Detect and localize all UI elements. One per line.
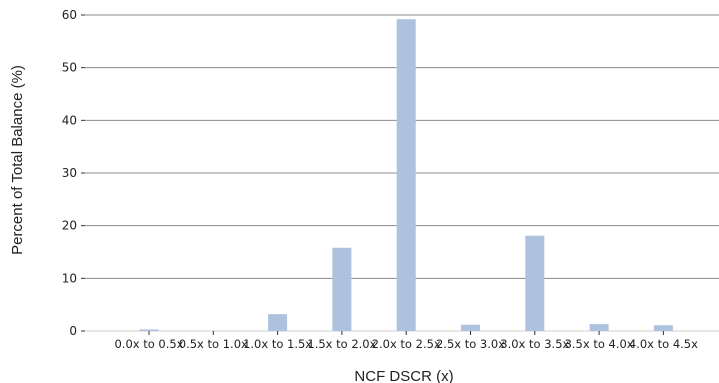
bar [332,247,352,331]
bar [396,19,416,332]
y-tick-label: 20 [62,219,77,233]
y-tick-label: 30 [62,166,77,180]
x-tick-label: 0.5x to 1.0x [179,337,248,351]
x-axis-label: NCF DSCR (x) [354,368,453,383]
bars [139,19,673,332]
y-axis-label: Percent of Total Balance (%) [9,65,26,255]
bar [589,324,609,331]
x-tick-label: 3.5x to 4.0x [565,337,634,351]
x-tick-label: 2.5x to 3.0x [436,337,505,351]
y-tick-label: 40 [62,113,77,127]
bar [525,235,545,331]
bar [139,329,159,331]
y-tick-label: 60 [62,8,77,22]
bar [653,325,673,331]
bar [461,324,480,331]
bar [268,314,288,331]
x-tick-label: 4.0x to 4.5x [629,337,698,351]
x-tick-label: 1.0x to 1.5x [243,337,312,351]
y-axis-ticks: 0 10 20 30 40 50 60 [62,8,85,338]
y-tick-label: 50 [62,61,77,75]
x-tick-label: 1.5x to 2.0x [307,337,376,351]
x-tick-label: 3.0x to 3.5x [500,337,569,351]
y-tick-label: 0 [69,324,77,338]
x-tick-label: 0.0x to 0.5x [114,337,183,351]
x-tick-label: 2.0x to 2.5x [372,337,441,351]
x-axis-ticks: 0.0x to 0.5x0.5x to 1.0x1.0x to 1.5x1.5x… [114,331,698,351]
y-tick-label: 10 [62,271,77,285]
